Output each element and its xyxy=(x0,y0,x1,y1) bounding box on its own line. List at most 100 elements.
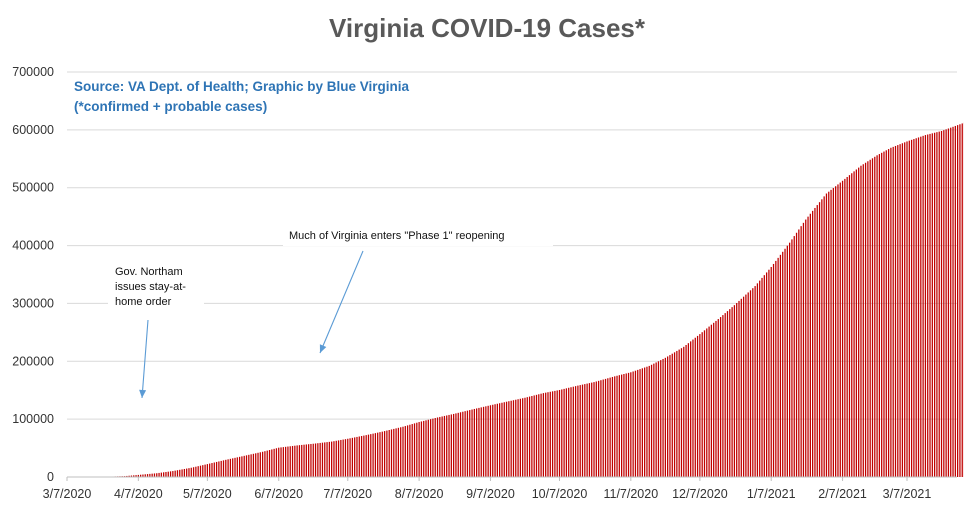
bar xyxy=(696,335,699,477)
bar xyxy=(135,475,137,477)
x-tick-label: 4/7/2020 xyxy=(114,487,163,501)
bar xyxy=(282,447,284,477)
bar xyxy=(317,443,319,477)
bar xyxy=(621,374,623,477)
bar xyxy=(354,437,356,477)
bar xyxy=(515,399,517,477)
bar xyxy=(494,404,496,477)
bar xyxy=(588,383,591,477)
bar xyxy=(351,437,354,477)
bar xyxy=(901,143,904,477)
bar xyxy=(692,339,694,477)
bar xyxy=(913,139,915,478)
bar xyxy=(443,415,446,477)
bar xyxy=(427,419,429,477)
bar xyxy=(848,175,851,477)
annotation-phase1-arrow-head xyxy=(319,344,327,353)
bar xyxy=(637,369,639,477)
bar xyxy=(540,393,542,477)
bar xyxy=(519,398,522,477)
bar xyxy=(310,443,312,477)
annotation-stay-at-home-arrow-line xyxy=(141,319,149,399)
bar xyxy=(673,352,676,477)
bar xyxy=(142,474,144,477)
bar xyxy=(825,193,828,477)
bar xyxy=(374,433,377,477)
bar xyxy=(462,411,464,477)
bar xyxy=(904,142,906,477)
bar xyxy=(167,471,169,477)
bar xyxy=(954,125,956,478)
bar xyxy=(542,393,545,477)
bar xyxy=(365,435,367,477)
bar xyxy=(807,216,809,477)
bar xyxy=(190,467,192,477)
bar xyxy=(736,303,738,477)
bar xyxy=(243,455,245,477)
bar xyxy=(841,180,844,477)
bar xyxy=(275,448,278,477)
annotation-box xyxy=(108,262,204,314)
x-tick-label: 6/7/2020 xyxy=(254,487,303,501)
bar xyxy=(789,242,791,477)
bar xyxy=(238,456,241,477)
annotation-stay-at-home-text: Gov. Northam xyxy=(115,266,183,278)
bar xyxy=(363,435,365,477)
bar xyxy=(938,131,940,477)
bar xyxy=(660,360,662,477)
bar xyxy=(393,428,395,477)
bar xyxy=(591,382,593,477)
bar xyxy=(326,442,328,477)
bar xyxy=(639,369,641,477)
bar xyxy=(611,376,614,477)
bar xyxy=(724,313,726,477)
bar xyxy=(471,409,473,477)
bar xyxy=(179,469,181,477)
bar xyxy=(632,371,634,477)
bar xyxy=(261,451,264,477)
bar xyxy=(763,275,765,477)
bar xyxy=(584,384,586,477)
bar xyxy=(772,263,775,477)
bar xyxy=(305,444,307,477)
annotation-phase1-arrow-line xyxy=(319,250,364,354)
bar xyxy=(448,414,450,477)
bar xyxy=(722,315,724,477)
bar xyxy=(568,387,570,477)
bar xyxy=(492,404,494,477)
bar xyxy=(165,471,167,477)
bar xyxy=(805,219,807,478)
bar xyxy=(204,464,206,477)
bar xyxy=(455,413,457,477)
y-tick-label: 200000 xyxy=(12,354,54,368)
bar xyxy=(524,397,526,477)
bar xyxy=(296,445,298,477)
bar xyxy=(344,439,347,477)
bar xyxy=(752,288,754,477)
bar xyxy=(782,251,784,477)
bar xyxy=(607,378,609,477)
bar xyxy=(634,370,637,477)
bar xyxy=(303,444,305,477)
bar xyxy=(271,449,273,477)
bar xyxy=(860,165,862,478)
bar xyxy=(706,328,708,477)
bar xyxy=(816,205,818,477)
bar xyxy=(464,411,466,477)
bar xyxy=(858,167,860,478)
bar xyxy=(943,130,945,478)
annotation-stay-at-home-text: issues stay-at- xyxy=(115,281,186,293)
bar xyxy=(206,464,209,477)
bar xyxy=(321,442,324,477)
bar xyxy=(961,123,963,477)
bar xyxy=(186,468,188,477)
bar xyxy=(885,150,887,478)
bar xyxy=(715,320,717,477)
bar xyxy=(133,475,135,477)
bar xyxy=(225,459,227,477)
bar xyxy=(604,378,607,477)
bar xyxy=(535,394,538,477)
bar xyxy=(416,422,418,477)
bar xyxy=(383,431,386,477)
bar xyxy=(662,358,664,477)
